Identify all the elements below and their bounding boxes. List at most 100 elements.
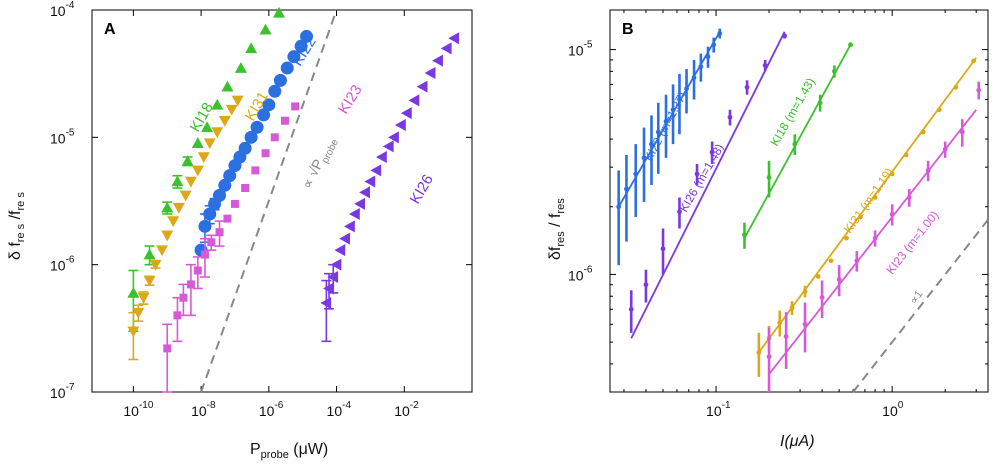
data-point [143, 248, 156, 260]
data-point [655, 129, 661, 135]
x-tick-exponent: -6 [274, 400, 283, 411]
data-point [691, 75, 697, 81]
data-point [872, 195, 878, 200]
data-point [354, 197, 366, 210]
series-ki23 [162, 102, 300, 393]
data-point [953, 84, 959, 90]
data-point [416, 80, 428, 93]
data-point [684, 86, 689, 92]
panel-a-ylabel-mid: /f [7, 210, 24, 224]
panel-a-ylabel-sub2: re s [15, 192, 27, 211]
reference-line [852, 219, 989, 393]
panel-b-frame [609, 9, 989, 393]
data-point [245, 42, 258, 54]
data-point [251, 166, 260, 175]
data-point [766, 175, 772, 180]
data-point [241, 184, 250, 193]
data-point [291, 102, 300, 111]
data-point [179, 293, 188, 302]
data-point [181, 155, 194, 166]
data-point [677, 97, 682, 102]
data-point [643, 282, 649, 288]
y-tick-label: 10-6 [568, 264, 593, 283]
data-point [424, 67, 436, 80]
data-point [815, 274, 821, 279]
data-point [942, 146, 948, 152]
data-point [230, 199, 239, 208]
data-point [792, 141, 798, 147]
data-point [201, 121, 214, 133]
panel-a-ticks: 10-10 10-8 10-6 10-4 10-210-710-610-510-4 [50, 0, 472, 419]
data-point [323, 282, 334, 295]
data-point [400, 107, 412, 120]
data-point [259, 23, 272, 35]
fit-line [743, 44, 852, 239]
data-point [440, 42, 452, 55]
panel-a-xlabel-main: P [250, 441, 261, 458]
x-tick-base: 10 [882, 403, 898, 419]
series-label-ki26-m-1-48: KI26 (m=1.48) [676, 141, 726, 214]
y-tick-base: 10 [568, 43, 584, 59]
data-point [705, 54, 711, 60]
y-tick-label: 10-4 [50, 0, 75, 19]
data-point [717, 31, 723, 36]
series-ki18-m-1-43 [742, 42, 853, 249]
data-point [727, 114, 733, 120]
data-point [388, 131, 399, 144]
data-point [857, 214, 863, 220]
panel-b-series [616, 28, 982, 392]
data-point [211, 127, 224, 139]
data-point [889, 211, 895, 217]
panel-b-xlabel: I(μA) [780, 433, 815, 450]
panel-b-xlabel-unit: (μA) [784, 433, 814, 450]
data-point [163, 344, 172, 353]
panel-b-ylabel-sub1: res [555, 231, 567, 247]
data-point [171, 175, 184, 187]
fit-line [758, 57, 977, 353]
data-point [294, 39, 308, 53]
data-point [817, 100, 823, 106]
data-point [273, 73, 287, 87]
data-point [936, 107, 942, 113]
data-point [262, 98, 276, 112]
x-tick-base: 10 [259, 403, 275, 419]
data-point [330, 258, 342, 271]
data-point [203, 138, 216, 150]
data-point [280, 61, 294, 75]
panel-a-ylabel-main: δ f [7, 242, 24, 260]
x-tick-exponent: -8 [207, 400, 216, 411]
series-ki26 [320, 32, 460, 343]
data-point [742, 232, 747, 238]
panel-b-ylabel-main: δf [547, 246, 564, 260]
data-point [225, 104, 238, 116]
panel-a-xlabel-unit: (μW) [289, 441, 328, 458]
series-ki31 [127, 95, 244, 361]
data-point [783, 334, 789, 339]
x-tick-exponent: -4 [342, 400, 351, 411]
x-tick-base: 10 [327, 403, 343, 419]
data-point [223, 214, 232, 223]
x-tick-exponent: -2 [410, 400, 419, 411]
y-tick-base: 10 [50, 385, 66, 401]
data-point [660, 246, 666, 252]
reference-line-label-sub: probe [320, 137, 341, 165]
data-point [359, 186, 370, 199]
panel-a-frame [91, 9, 473, 393]
x-tick-base: 10 [123, 403, 139, 419]
series-label-ki23: KI23 [335, 82, 366, 117]
data-point [191, 165, 204, 177]
y-tick-base: 10 [50, 130, 66, 146]
data-point [364, 175, 376, 188]
fit-line [630, 31, 786, 339]
data-point [234, 62, 247, 73]
y-tick-label: 10-5 [568, 40, 593, 59]
data-point [628, 306, 634, 312]
y-tick-exponent: -6 [66, 255, 75, 266]
data-point [203, 207, 217, 221]
y-tick-label: 10-6 [50, 255, 75, 274]
data-point [137, 292, 150, 304]
data-point [250, 120, 264, 134]
series-ki22-m-1-37 [616, 28, 723, 266]
